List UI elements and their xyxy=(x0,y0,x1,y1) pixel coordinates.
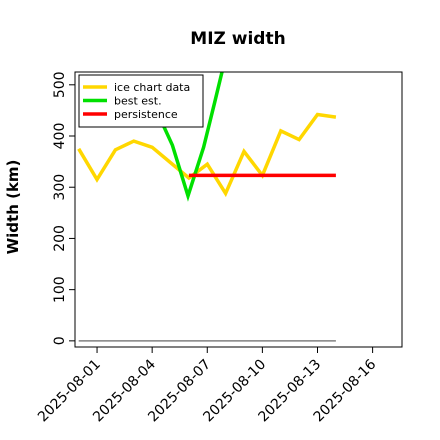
chart-title: MIZ width xyxy=(190,29,285,49)
series-line-ice-chart-data xyxy=(77,112,337,198)
y-tick-label: 300 xyxy=(52,174,68,201)
legend-label: best est. xyxy=(114,95,162,108)
plot-frame xyxy=(74,71,403,348)
y-tick-label: 400 xyxy=(52,123,68,150)
y-tick-label: 100 xyxy=(52,276,68,303)
series-line-best-est xyxy=(160,72,224,202)
y-tick-label: 0 xyxy=(52,336,68,345)
plot-area xyxy=(77,72,337,342)
legend-label: persistence xyxy=(114,108,178,121)
y-tick-label: 500 xyxy=(52,71,68,98)
legend-label: ice chart data xyxy=(114,81,190,94)
y-axis-label: Width (km) xyxy=(4,160,22,255)
y-tick-label: 200 xyxy=(52,225,68,252)
